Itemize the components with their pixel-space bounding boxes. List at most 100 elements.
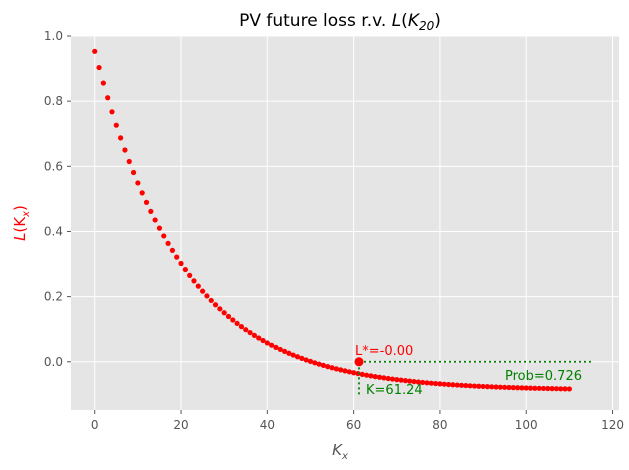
data-point (368, 373, 374, 379)
y-tick-label: 0.2 (44, 290, 63, 304)
x-tick-label: 80 (432, 418, 447, 432)
data-point (424, 380, 430, 386)
y-tick-label: 0.4 (44, 224, 63, 238)
data-point (105, 95, 111, 101)
data-point (303, 357, 309, 363)
data-point (476, 383, 482, 389)
data-point (545, 385, 551, 392)
data-point (182, 266, 188, 273)
data-point (234, 320, 240, 327)
data-point (363, 372, 370, 378)
data-point (195, 283, 201, 289)
prob-annotation: Prob=0.726 (505, 369, 582, 384)
data-point (445, 381, 452, 388)
data-point (169, 247, 176, 253)
x-tick-label: 60 (346, 418, 361, 432)
data-point (506, 384, 512, 391)
data-point (320, 362, 327, 369)
data-point (402, 378, 409, 384)
data-point (536, 385, 542, 391)
grid-lines (71, 35, 619, 410)
data-point (351, 370, 357, 376)
x-tick-label: 40 (260, 418, 275, 432)
data-point (316, 361, 322, 367)
data-point (394, 377, 400, 383)
data-point (221, 310, 227, 316)
data-point (437, 381, 443, 387)
data-point (143, 199, 150, 205)
data-point (514, 385, 521, 391)
data-point (372, 374, 378, 380)
y-tick-label: 0.8 (44, 94, 63, 108)
data-point (243, 327, 249, 333)
data-point (333, 366, 339, 372)
data-point (247, 329, 253, 336)
data-point (130, 169, 137, 176)
data-point (281, 348, 288, 354)
data-point (540, 385, 547, 392)
data-point (92, 48, 98, 54)
data-point (553, 386, 560, 392)
data-point (290, 352, 296, 358)
data-point (230, 317, 236, 323)
x-tick-label: 0 (91, 418, 99, 432)
data-point (562, 386, 568, 392)
data-point (407, 378, 413, 384)
axis-ticks: 0 20 40 60 80 100 120 0.0 0.2 0.4 0.6 0.8 1.0 (44, 29, 624, 432)
data-point (376, 374, 383, 380)
data-point (174, 254, 180, 260)
data-point (549, 386, 555, 392)
data-point (480, 383, 486, 390)
data-point (385, 375, 391, 382)
data-point (527, 385, 534, 391)
data-point (204, 293, 210, 299)
data-point (225, 313, 232, 320)
data-point (415, 379, 421, 385)
data-point (355, 370, 361, 377)
data-point (165, 240, 171, 246)
data-point (118, 135, 124, 141)
data-point (156, 225, 163, 231)
data-point (428, 380, 434, 386)
data-point (200, 288, 206, 294)
x-axis-label: Kx (332, 441, 348, 462)
data-point (450, 382, 456, 388)
data-point (325, 364, 331, 370)
l-star-annotation: L*=-0.00 (355, 344, 413, 359)
data-point (458, 382, 465, 388)
data-point (273, 344, 279, 350)
data-point (251, 332, 257, 338)
data-point (381, 375, 387, 381)
data-point (489, 384, 495, 390)
data-point (484, 384, 490, 390)
data-point (208, 297, 214, 304)
data-point (467, 383, 473, 389)
data-point (433, 380, 439, 387)
data-point (497, 384, 503, 390)
data-point (299, 355, 305, 361)
y-axis-label: L(Kx) (11, 205, 32, 241)
data-point (420, 379, 426, 386)
data-point (238, 324, 245, 330)
data-point (307, 358, 314, 364)
data-point (338, 367, 344, 373)
data-point (493, 384, 499, 390)
data-point (126, 158, 132, 165)
data-point (269, 342, 275, 348)
data-point (178, 260, 184, 267)
data-point (212, 302, 219, 308)
k-value-annotation: K=61.24 (366, 383, 423, 398)
data-point (389, 376, 396, 382)
reference-lines (354, 357, 591, 395)
plot-background (71, 36, 619, 410)
data-point (566, 386, 572, 392)
data-point (359, 371, 365, 377)
data-series (92, 48, 572, 392)
data-point (260, 337, 266, 344)
y-tick-label: 0.0 (44, 355, 63, 369)
data-point (256, 335, 262, 341)
data-point (148, 208, 154, 215)
data-point (510, 385, 516, 391)
data-point (161, 233, 167, 239)
